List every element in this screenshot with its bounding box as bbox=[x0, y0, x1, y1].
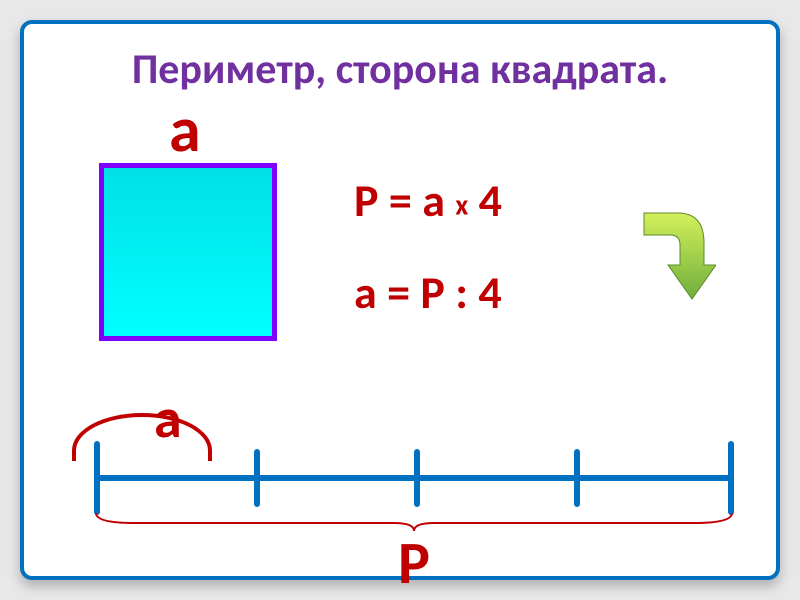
tick-start bbox=[94, 441, 100, 515]
segment-label: а bbox=[154, 385, 182, 453]
formula-group: Р = а х 4 а = Р : 4 bbox=[354, 173, 502, 321]
total-label: Р bbox=[398, 527, 430, 600]
page-title: Периметр, сторона квадрата. bbox=[54, 44, 746, 95]
curved-arrow-icon bbox=[626, 203, 716, 303]
tick-3 bbox=[574, 449, 580, 507]
number-line: Р bbox=[94, 445, 734, 525]
square-side-label: а bbox=[169, 91, 201, 169]
slide-frame: Периметр, сторона квадрата. а Р = а х 4 … bbox=[20, 20, 780, 580]
mult-symbol: х bbox=[455, 187, 468, 222]
formula-p-four: 4 bbox=[468, 173, 502, 229]
middle-region: а Р = а х 4 а = Р : 4 bbox=[54, 103, 746, 383]
perimeter-formula: Р = а х 4 bbox=[354, 173, 502, 229]
tick-2 bbox=[414, 449, 420, 507]
tick-end bbox=[728, 441, 734, 515]
square-shape bbox=[99, 163, 277, 341]
bottom-region: а Р bbox=[54, 383, 746, 563]
tick-1 bbox=[254, 449, 260, 507]
formula-p-eq: Р = а bbox=[354, 173, 455, 229]
side-formula: а = Р : 4 bbox=[354, 265, 502, 321]
